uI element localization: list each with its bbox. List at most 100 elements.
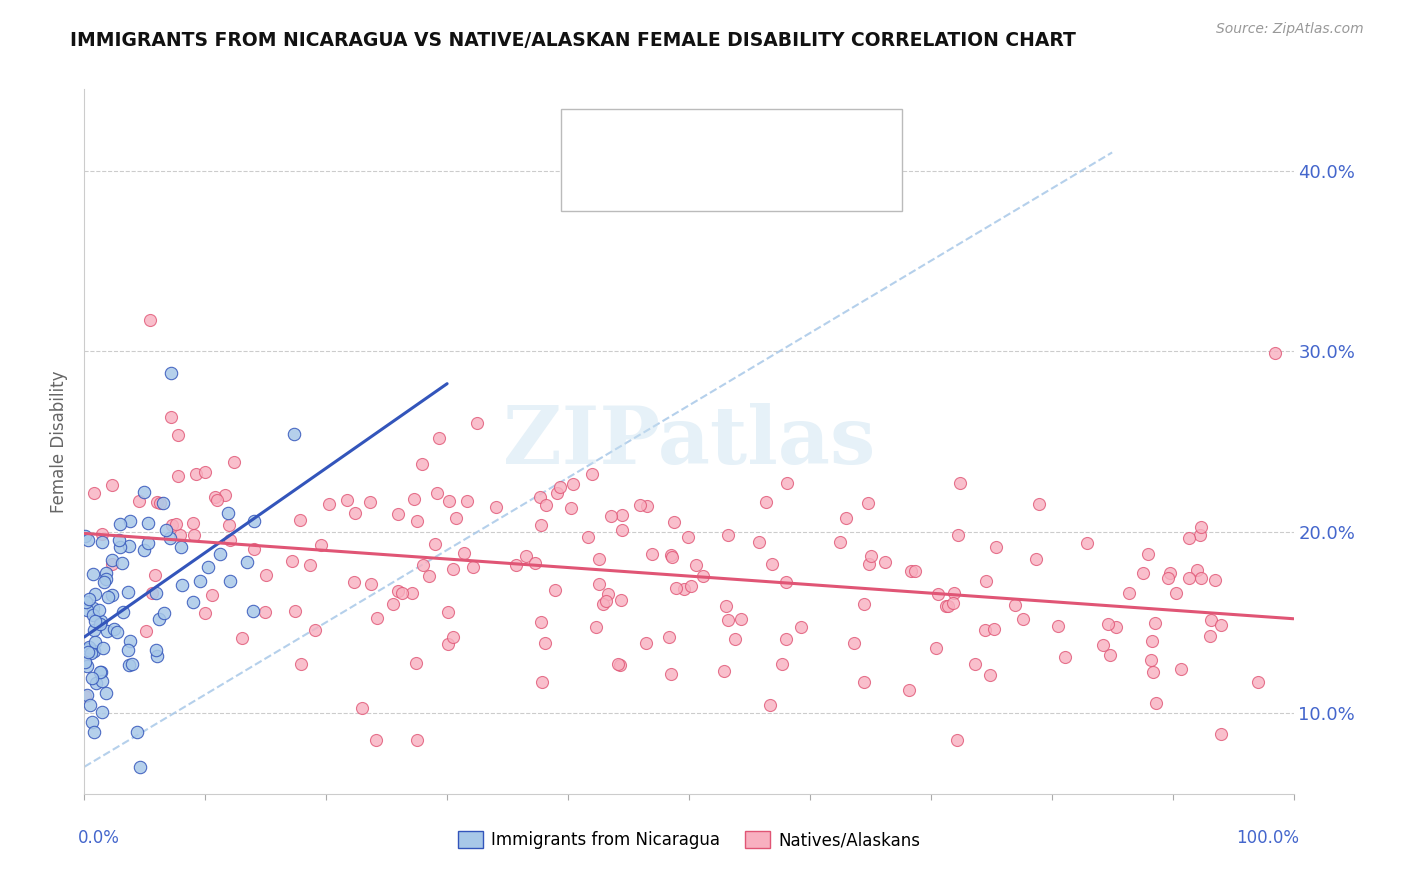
Point: [427, 431, 450, 445]
Point: [1264, 346, 1286, 360]
Point: [129, 760, 152, 774]
Point: [853, 674, 876, 689]
Text: ZIPatlas: ZIPatlas: [503, 402, 875, 481]
Point: [523, 556, 546, 570]
Point: [441, 630, 464, 644]
Point: [1189, 571, 1212, 585]
Point: [336, 493, 359, 508]
Point: [288, 514, 311, 528]
Point: [942, 596, 965, 610]
Point: [231, 631, 253, 645]
Point: [125, 724, 148, 739]
Point: [145, 586, 167, 600]
Point: [93, 574, 115, 589]
Point: [588, 552, 610, 566]
Point: [387, 583, 409, 598]
Point: [607, 657, 630, 672]
Point: [717, 613, 740, 627]
Point: [283, 604, 305, 618]
Point: [1140, 653, 1163, 667]
Point: [714, 599, 737, 613]
Point: [610, 508, 633, 523]
Point: [76, 642, 98, 657]
Point: [135, 624, 157, 638]
Text: 100.0%: 100.0%: [1236, 830, 1299, 847]
Point: [75, 689, 97, 703]
Point: [974, 574, 997, 589]
Point: [145, 495, 167, 509]
Point: [1170, 662, 1192, 676]
Point: [108, 516, 131, 531]
Point: [1144, 696, 1167, 710]
Point: [596, 587, 619, 601]
Point: [530, 615, 553, 629]
Point: [152, 496, 174, 510]
Point: [942, 585, 965, 599]
Point: [1099, 648, 1122, 662]
Point: [609, 658, 631, 673]
Point: [120, 634, 142, 648]
Point: [775, 476, 797, 491]
Point: [117, 657, 139, 672]
Point: [661, 550, 683, 565]
Point: [463, 560, 485, 574]
Point: [935, 599, 957, 613]
Point: [208, 547, 231, 561]
Point: [505, 558, 527, 572]
Y-axis label: Female Disability: Female Disability: [51, 370, 69, 513]
Point: [82, 567, 104, 582]
Point: [659, 667, 682, 681]
Point: [118, 514, 141, 528]
Point: [80, 671, 103, 685]
Legend: Immigrants from Nicaragua, Natives/Alaskans: Immigrants from Nicaragua, Natives/Alask…: [451, 824, 927, 856]
Point: [84, 676, 107, 690]
Text: R =: R =: [614, 135, 654, 153]
Point: [1004, 598, 1026, 612]
Point: [581, 467, 603, 482]
Point: [979, 668, 1001, 682]
Point: [145, 649, 167, 664]
Point: [360, 576, 382, 591]
Point: [84, 614, 107, 628]
Text: Source: ZipAtlas.com: Source: ZipAtlas.com: [1216, 22, 1364, 37]
Point: [724, 632, 747, 646]
Point: [160, 518, 183, 533]
Point: [96, 624, 118, 638]
Point: [97, 591, 120, 605]
Point: [90, 534, 112, 549]
Point: [121, 657, 143, 672]
Point: [299, 558, 322, 572]
Point: [835, 511, 858, 525]
Point: [214, 488, 236, 502]
Point: [412, 558, 434, 573]
Point: [79, 640, 101, 654]
Point: [90, 705, 112, 719]
Point: [936, 599, 959, 614]
Point: [1189, 520, 1212, 534]
Point: [1132, 566, 1154, 580]
Point: [107, 625, 129, 640]
Point: [588, 576, 610, 591]
Point: [205, 492, 228, 507]
Text: 0.0%: 0.0%: [79, 830, 120, 847]
Point: [76, 603, 98, 617]
Point: [148, 612, 170, 626]
Point: [770, 657, 793, 672]
Point: [183, 527, 205, 541]
Point: [548, 480, 571, 494]
Point: [318, 497, 340, 511]
Point: [77, 533, 100, 548]
Point: [194, 606, 217, 620]
Point: [595, 593, 617, 607]
Point: [974, 623, 997, 637]
Point: [77, 591, 100, 606]
Point: [136, 516, 159, 531]
Point: [599, 509, 621, 524]
Point: [343, 506, 366, 520]
Point: [659, 548, 682, 562]
Point: [141, 586, 163, 600]
Point: [927, 587, 949, 601]
Point: [83, 725, 105, 739]
Point: [423, 537, 446, 551]
Point: [1118, 586, 1140, 600]
